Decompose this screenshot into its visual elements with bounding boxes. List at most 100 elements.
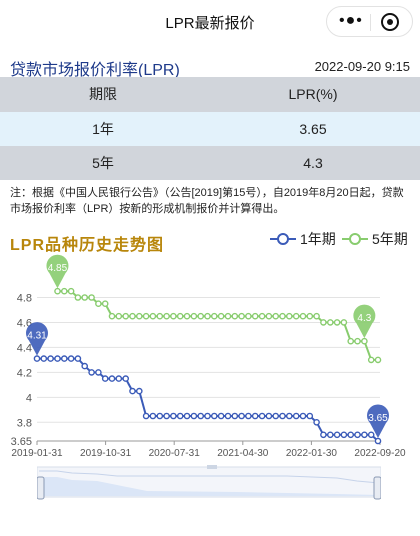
data-point: [251, 312, 259, 320]
data-point: [74, 294, 82, 301]
data-point: [40, 355, 48, 362]
data-point: [265, 312, 273, 320]
data-point: [224, 312, 232, 320]
data-zoom-slider[interactable]: [37, 465, 381, 501]
data-point: [156, 312, 164, 320]
capsule-divider: [370, 14, 371, 31]
x-tick-label: 2019-01-31: [11, 448, 63, 459]
data-point: [190, 412, 198, 420]
slider-right-handle[interactable]: [373, 476, 381, 500]
more-menu-icon[interactable]: •●•: [339, 12, 363, 29]
data-point: [333, 431, 341, 439]
top-bar: LPR最新报价 •●•: [0, 0, 420, 44]
data-point: [170, 312, 177, 320]
data-point: [258, 312, 266, 320]
data-point: [238, 412, 245, 420]
data-point: [101, 375, 109, 382]
data-point: [67, 287, 75, 295]
series-line: [37, 357, 379, 442]
data-point: [326, 319, 334, 326]
data-point: [272, 312, 280, 320]
section-title: 贷款市场报价利率(LPR): [10, 62, 180, 79]
mini-program-capsule: •●•: [326, 6, 413, 37]
data-point: [374, 356, 382, 364]
data-point: [306, 312, 314, 320]
data-point: [149, 412, 157, 420]
data-point: [81, 294, 88, 301]
data-point: [95, 369, 102, 376]
x-tick-label: 2020-07-31: [149, 448, 201, 459]
data-point: [115, 375, 123, 382]
table-row: 1年 3.65: [0, 112, 420, 146]
data-point: [135, 312, 143, 320]
lpr-history-chart[interactable]: 3.65 3.8 4 4.2 4.4 4.6 4.8 2019-01-31 2019-10-31…: [0, 250, 420, 460]
data-point: [190, 312, 198, 320]
value-pin: 3.65: [367, 404, 389, 438]
data-point: [313, 312, 320, 320]
pin-label: 4.3: [357, 313, 371, 324]
data-point: [88, 294, 95, 301]
data-point: [129, 387, 136, 395]
slider-left-handle[interactable]: [37, 476, 45, 500]
x-tick-label: 2022-09-20: [354, 448, 406, 459]
close-circle-icon[interactable]: [381, 13, 399, 31]
y-tick-label: 3.65: [11, 436, 32, 448]
legend-line-icon: [342, 233, 368, 245]
slider-preview-line: [39, 470, 380, 484]
data-point: [258, 412, 266, 420]
data-point: [210, 312, 218, 320]
update-timestamp: 2022-09-20 9:15: [314, 59, 410, 74]
data-point: [354, 431, 361, 439]
data-point: [81, 362, 88, 370]
data-point: [142, 412, 150, 420]
legend-label: 1年期: [300, 231, 336, 247]
app-title: LPR最新报价: [165, 15, 255, 32]
y-tick-label: 3.8: [17, 417, 32, 429]
data-point: [210, 412, 218, 420]
x-tick-label: 2022-01-30: [286, 448, 338, 459]
pin-shape: [26, 322, 49, 356]
data-point: [340, 431, 348, 439]
y-tick-label: 4.2: [17, 367, 32, 379]
data-point: [292, 312, 300, 320]
pin-label: 4.85: [48, 263, 68, 274]
data-point: [61, 287, 68, 295]
value-pin: 4.85: [46, 254, 69, 289]
data-point: [333, 319, 341, 326]
data-point: [183, 312, 191, 320]
data-point: [149, 312, 157, 320]
data-point: [217, 312, 225, 320]
pin-label: 4.31: [27, 331, 47, 342]
x-tick-label: 2021-04-30: [217, 448, 269, 459]
data-point: [367, 356, 375, 364]
data-point: [299, 312, 307, 320]
slider-top-handle[interactable]: [207, 465, 217, 469]
data-point: [122, 312, 129, 320]
data-point: [361, 431, 368, 439]
data-point: [67, 355, 75, 362]
data-point: [279, 412, 286, 420]
data-point: [101, 300, 109, 308]
rate-cell: 4.3: [303, 155, 323, 171]
table-header: 期限 LPR(%): [0, 77, 420, 112]
data-point: [265, 412, 273, 420]
data-point: [320, 431, 327, 439]
data-point: [326, 431, 334, 439]
pin-shape: [353, 304, 376, 339]
data-point: [47, 355, 54, 362]
data-point: [224, 412, 232, 420]
data-point: [347, 431, 355, 439]
data-point: [245, 412, 252, 420]
term-cell: 1年: [92, 121, 114, 137]
data-point: [320, 319, 327, 326]
data-point: [54, 287, 61, 295]
data-point: [238, 312, 245, 320]
header-term: 期限: [89, 86, 117, 102]
rate-cell: 3.65: [299, 121, 327, 137]
data-point: [163, 412, 170, 420]
data-point: [374, 437, 382, 445]
data-point: [367, 431, 375, 439]
data-point: [292, 412, 300, 420]
data-point: [347, 337, 355, 345]
data-point: [279, 312, 286, 320]
